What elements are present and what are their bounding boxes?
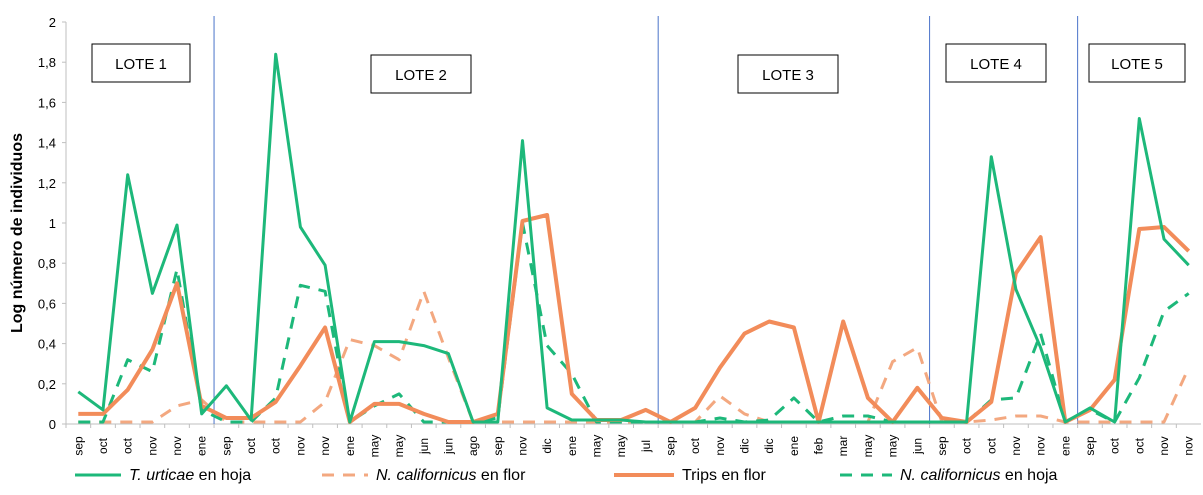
lot-box: LOTE 3 xyxy=(737,54,839,94)
legend-item: Trips en flor xyxy=(614,467,767,484)
x-tick-label: nov xyxy=(293,436,307,455)
x-tick-label: jun xyxy=(441,438,455,455)
x-tick-label: ene xyxy=(565,436,579,456)
lot-box: LOTE 4 xyxy=(945,43,1047,83)
x-tick-label: nov xyxy=(1009,436,1023,455)
y-axis-label: Log número de individuos xyxy=(9,133,26,333)
x-tick-label: may xyxy=(886,435,900,458)
lot-label: LOTE 4 xyxy=(970,56,1022,73)
y-tick-label: 1,4 xyxy=(38,136,56,151)
legend-label: N. californicus en flor xyxy=(376,467,526,484)
x-tick-label: ene xyxy=(195,436,209,456)
series-line-2 xyxy=(78,213,1191,424)
x-tick-label: nov xyxy=(1034,436,1048,455)
series-lines xyxy=(77,52,1191,424)
lot-label: LOTE 1 xyxy=(115,56,167,73)
x-tick-label: oct xyxy=(984,437,998,454)
y-tick-label: 0,4 xyxy=(38,337,56,352)
lot-box: LOTE 1 xyxy=(91,43,191,83)
lot-label: LOTE 3 xyxy=(762,67,814,84)
series-line-0 xyxy=(77,52,1190,424)
legend-label: N. californicus en hoja xyxy=(900,467,1058,484)
lot-box: LOTE 5 xyxy=(1088,43,1186,83)
y-tick-label: 0 xyxy=(49,417,56,432)
y-tick-label: 1 xyxy=(49,216,56,231)
y-tick-label: 0,8 xyxy=(38,256,56,271)
x-tick-label: oct xyxy=(688,437,702,454)
lot-label: LOTE 2 xyxy=(395,67,447,84)
x-tick-label: nov xyxy=(713,436,727,455)
x-tick-label: oct xyxy=(960,437,974,454)
x-tick-label: dic xyxy=(762,438,776,453)
series-line-3 xyxy=(78,221,1190,424)
legend-item: N. californicus en hoja xyxy=(840,467,1058,484)
x-tick-label: may xyxy=(589,435,603,458)
x-tick-label: sep xyxy=(664,436,678,456)
x-tick-label: may xyxy=(861,435,875,458)
x-tick-label: ene xyxy=(1058,436,1072,456)
x-tick-label: may xyxy=(614,435,628,458)
y-tick-label: 1,2 xyxy=(38,176,56,191)
x-tick-label: ago xyxy=(466,436,480,456)
legend-label: T. urticae en hoja xyxy=(129,467,251,484)
x-tick-label: sep xyxy=(1083,436,1097,456)
x-tick-label: sep xyxy=(935,436,949,456)
x-tick-label: ene xyxy=(343,436,357,456)
x-tick-label: sep xyxy=(491,436,505,456)
x-tick-label: mar xyxy=(836,436,850,457)
x-tick-label: jun xyxy=(417,438,431,455)
x-tick-label: ene xyxy=(787,436,801,456)
plot-area xyxy=(65,16,1201,425)
x-tick-label: nov xyxy=(1182,436,1196,455)
x-tick-label: dic xyxy=(540,438,554,453)
x-tick-label: nov xyxy=(318,436,332,455)
x-tick-label: oct xyxy=(244,437,258,454)
x-tick-label: may xyxy=(367,435,381,458)
x-tick-label: nov xyxy=(515,436,529,455)
legend: T. urticae en hoja N. californicus en flo… xyxy=(75,467,1058,484)
legend-item: N. californicus en flor xyxy=(322,467,526,484)
x-tick-label: sep xyxy=(219,436,233,456)
y-tick-label: 0,2 xyxy=(38,377,56,392)
x-tick-label: nov xyxy=(145,436,159,455)
x-tick-label: oct xyxy=(269,437,283,454)
x-tick-label: nov xyxy=(1157,436,1171,455)
x-tick-label: oct xyxy=(1108,437,1122,454)
lot-labels: LOTE 1 LOTE 2 LOTE 3 LOTE 4 LOTE 5 xyxy=(91,43,1186,94)
y-tick-label: 2 xyxy=(49,15,56,30)
lot-box: LOTE 2 xyxy=(370,54,472,94)
y-tick-label: 1,6 xyxy=(38,95,56,110)
x-tick-label: jul xyxy=(639,440,653,453)
x-tick-label: jun xyxy=(910,438,924,455)
x-tick-label: oct xyxy=(1132,437,1146,454)
series-line-1 xyxy=(78,289,1191,424)
x-tick-label: dic xyxy=(738,438,752,453)
x-tick-label: may xyxy=(392,435,406,458)
y-tick-label: 1,8 xyxy=(38,55,56,70)
y-tick-label: 0,6 xyxy=(38,296,56,311)
x-tick-label: feb xyxy=(812,437,826,454)
legend-item: T. urticae en hoja xyxy=(75,467,251,484)
lot-label: LOTE 5 xyxy=(1111,56,1163,73)
x-tick-label: sep xyxy=(71,436,85,456)
x-tick-label: nov xyxy=(170,436,184,455)
x-tick-label: oct xyxy=(121,437,135,454)
legend-label: Trips en flor xyxy=(682,467,767,484)
x-tick-label: oct xyxy=(96,437,110,454)
